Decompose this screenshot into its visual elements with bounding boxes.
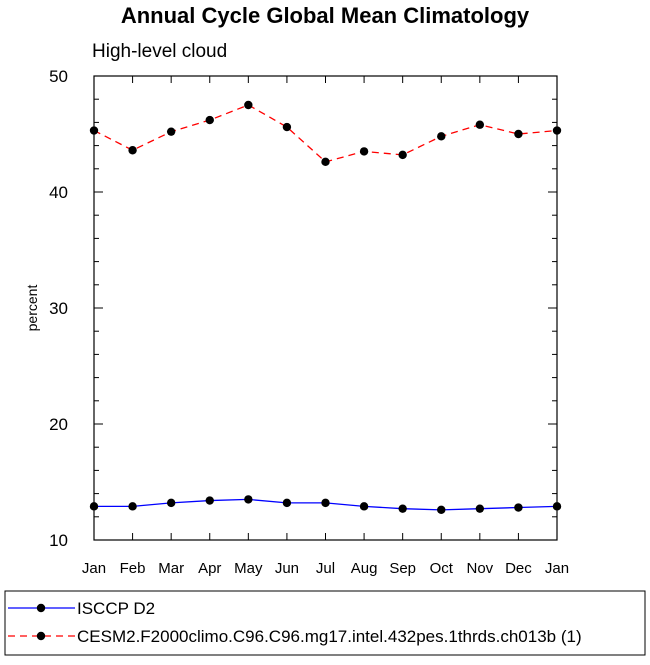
plot-area: Jan Feb Mar Apr May Jun Jul Aug Sep Oct Nov Dec Jan 1…	[49, 67, 569, 577]
legend-marker	[36, 603, 46, 613]
x-tick-label: Apr	[198, 560, 221, 577]
x-tick-label: Nov	[466, 560, 493, 577]
data-point	[398, 150, 407, 160]
y-tick-label: 40	[49, 183, 68, 202]
chart-subtitle: High-level cloud	[92, 41, 227, 62]
x-tick-label: Jan	[545, 560, 569, 577]
data-point	[321, 157, 330, 167]
data-point	[244, 100, 253, 110]
data-point	[359, 502, 369, 511]
data-point	[321, 498, 330, 508]
y-tick-label: 30	[49, 299, 68, 318]
data-point	[244, 495, 253, 504]
series-line-1	[93, 104, 558, 163]
y-tick-label: 10	[49, 531, 68, 550]
plot-frame	[93, 75, 558, 541]
data-point	[89, 502, 99, 511]
x-tick-label: Oct	[430, 560, 454, 577]
data-point	[282, 122, 292, 132]
x-tick-label: Jun	[275, 560, 299, 577]
x-tick-label: Dec	[505, 560, 532, 577]
data-point	[552, 502, 562, 511]
data-point	[514, 503, 523, 512]
chart-title: Annual Cycle Global Mean Climatology	[121, 3, 530, 28]
data-point	[552, 126, 562, 135]
data-point	[128, 146, 137, 155]
y-tick-label: 20	[49, 415, 68, 434]
y-axis-label: percent	[24, 285, 40, 332]
x-tick-label: Mar	[158, 560, 184, 577]
data-point	[282, 498, 292, 508]
data-point	[514, 129, 523, 139]
legend-label-0: ISCCP D2	[77, 599, 155, 618]
x-tick-label: Jan	[82, 560, 106, 577]
legend-marker	[36, 631, 46, 641]
legend-box	[4, 590, 646, 656]
legend: ISCCP D2 CESM2.F2000climo.C96.C96.mg17.in…	[4, 590, 646, 656]
x-tick-label: Feb	[120, 560, 146, 577]
data-point	[205, 496, 214, 505]
data-point	[166, 498, 176, 508]
x-tick-label: Jul	[316, 560, 335, 577]
data-point	[437, 132, 446, 141]
data-point	[166, 127, 176, 136]
y-tick-label: 50	[49, 67, 68, 86]
data-point	[89, 126, 99, 135]
x-tick-label: May	[234, 560, 263, 577]
data-point	[437, 505, 446, 515]
data-point	[205, 115, 214, 125]
data-point	[128, 502, 137, 511]
data-point	[398, 504, 407, 513]
data-point	[359, 147, 369, 156]
data-point	[475, 120, 485, 129]
x-tick-label: Aug	[351, 560, 378, 577]
data-point	[475, 504, 485, 513]
legend-label-1: CESM2.F2000climo.C96.C96.mg17.intel.432p…	[77, 627, 582, 646]
x-tick-label: Sep	[389, 560, 416, 577]
